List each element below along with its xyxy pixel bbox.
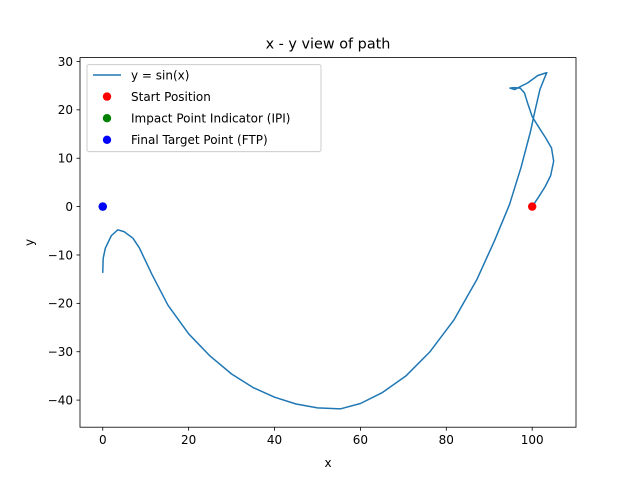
legend-label: Impact Point Indicator (IPI)	[131, 112, 290, 126]
chart-title: x - y view of path	[266, 37, 391, 53]
series-line-path	[102, 71, 555, 410]
x-tick-label: 60	[353, 433, 368, 447]
x-tick-label: 100	[521, 433, 544, 447]
x-axis-title: x	[324, 456, 331, 470]
y-tick-label: −20	[48, 297, 73, 311]
y-tick-label: −30	[48, 345, 73, 359]
legend-marker-swatch	[102, 135, 112, 144]
x-tick-label: 80	[439, 433, 454, 447]
x-tick-label: 0	[99, 433, 107, 447]
y-tick-label: −10	[48, 248, 73, 262]
y-axis-title: y	[23, 239, 37, 246]
y-tick-label: 0	[65, 200, 73, 214]
legend: y = sin(x) Start Position Impact Point Ind…	[86, 64, 322, 153]
series-point-3	[98, 202, 107, 211]
plot-frame	[79, 57, 577, 428]
x-tick-label: 40	[267, 433, 282, 447]
legend-frame	[86, 64, 322, 153]
legend-label: Final Target Point (FTP)	[131, 133, 268, 147]
legend-label: Start Position	[131, 90, 211, 104]
legend-label: y = sin(x)	[131, 68, 189, 82]
legend-marker-swatch	[102, 114, 112, 123]
y-tick-label: −40	[48, 393, 73, 407]
axis-ticks: 0 20 40 60 80 100 −40 −30 −20 −10 0 10 20 30	[48, 55, 544, 447]
series-point-1	[527, 202, 537, 211]
legend-marker-swatch	[102, 92, 112, 101]
y-tick-label: 10	[58, 152, 73, 166]
x-tick-label: 20	[181, 433, 196, 447]
y-tick-label: 20	[58, 103, 73, 117]
plot-marks	[98, 71, 555, 410]
y-tick-label: 30	[58, 55, 73, 69]
